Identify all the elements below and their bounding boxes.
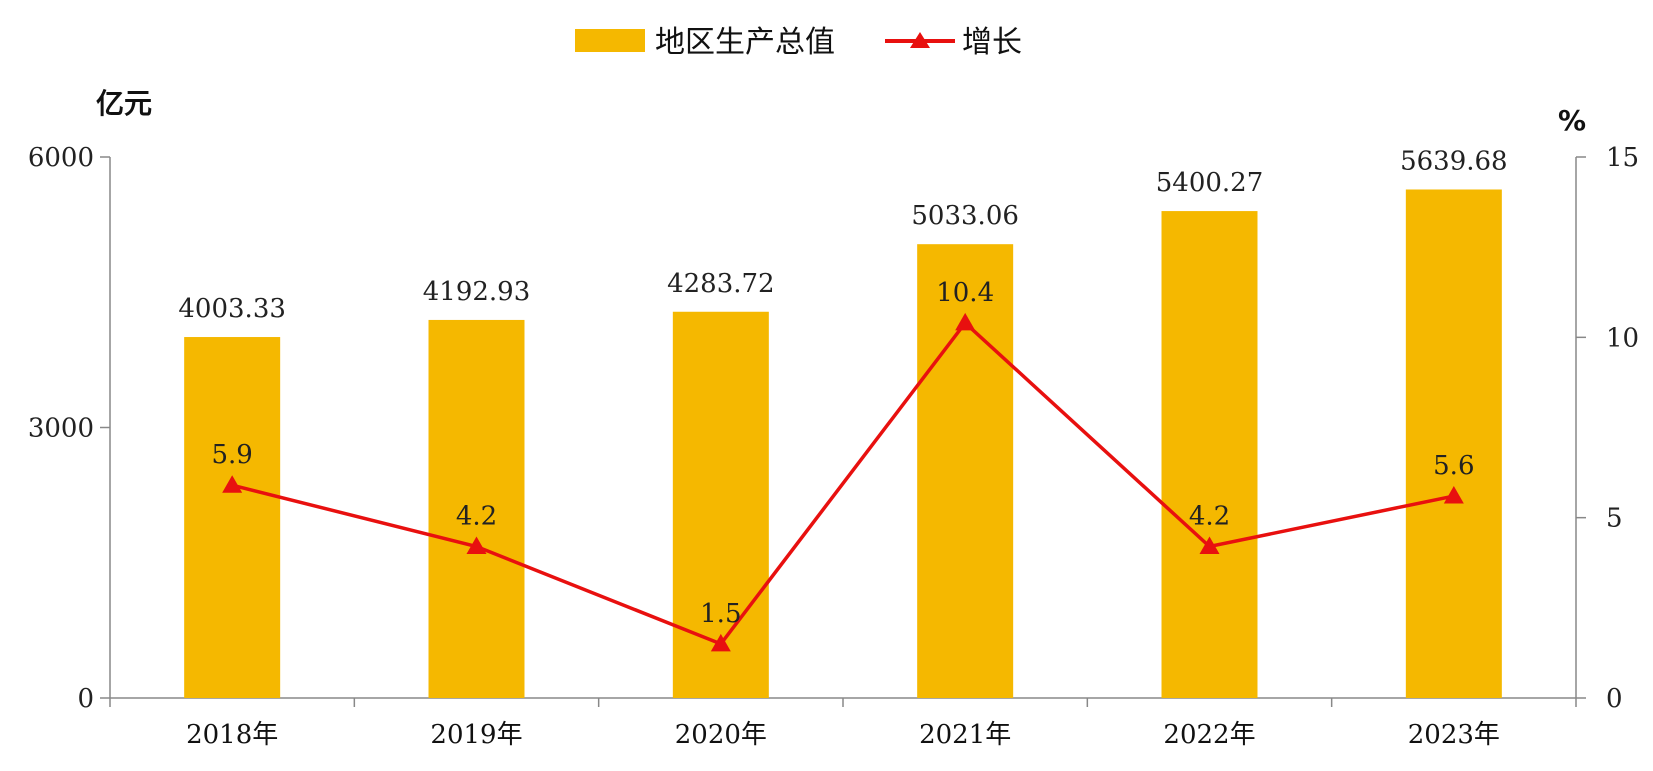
growth-marker	[710, 633, 731, 652]
left-tick-label: 6000	[28, 143, 94, 173]
gdp-value-label: 5033.06	[911, 201, 1019, 231]
gdp-bar	[917, 244, 1014, 698]
growth-marker	[1199, 536, 1220, 555]
categories: 2018年 2019年 2020年 2021年 2022年 2023年	[186, 720, 1500, 750]
legend-bar-label: 地区生产总值	[655, 25, 835, 60]
legend-bar-swatch	[575, 29, 645, 52]
growth-value-label: 5.9	[211, 440, 252, 470]
right-tick-label: 5	[1606, 504, 1623, 534]
category-label: 2021年	[919, 720, 1011, 750]
gdp-value-label: 4192.93	[423, 277, 531, 307]
left-tick-label: 3000	[28, 414, 94, 444]
growth-value-label: 4.2	[1189, 502, 1230, 532]
growth-marker	[466, 536, 487, 555]
category-label: 2022年	[1163, 720, 1255, 750]
growth-marker	[1443, 486, 1464, 504]
growth-marker	[222, 475, 243, 493]
gdp-value-label: 4003.33	[178, 294, 286, 324]
right-tick-label: 0	[1606, 684, 1623, 714]
gdp-value-label: 5400.27	[1156, 168, 1264, 198]
growth-value-label: 5.6	[1433, 451, 1474, 481]
legend: 地区生产总值 增长	[575, 25, 1022, 60]
left-tick-label: 0	[77, 684, 94, 714]
legend-line-label: 增长	[962, 25, 1022, 60]
bar-labels: 4003.33 4192.93 4283.72 5033.06 5400.27 5639.…	[178, 146, 1507, 324]
right-tick-label: 10	[1606, 323, 1639, 353]
gdp-bar	[184, 337, 281, 698]
bars	[184, 189, 1502, 699]
category-label: 2023年	[1408, 720, 1500, 750]
category-label: 2019年	[430, 720, 522, 750]
growth-labels: 5.9 4.2 1.5 10.4 4.2 5.6	[211, 278, 1474, 629]
right-axis-unit: %	[1558, 104, 1586, 137]
gdp-bar	[428, 319, 525, 698]
growth-value-label: 4.2	[456, 502, 497, 532]
growth-value-label: 10.4	[936, 278, 994, 308]
left-axis-unit: 亿元	[96, 87, 152, 120]
x-ticks	[109, 698, 1577, 707]
gdp-bar	[1405, 189, 1502, 699]
right-ticks: 0 5 10 15	[1576, 143, 1639, 714]
growth-line	[231, 320, 1455, 647]
growth-line-group	[222, 312, 1464, 652]
growth-value-label: 1.5	[700, 599, 741, 629]
legend-line-marker	[910, 32, 930, 48]
gdp-value-label: 5639.68	[1400, 146, 1508, 176]
left-ticks: 0 3000 6000	[28, 143, 110, 714]
growth-marker	[955, 312, 976, 331]
gdp-bar	[672, 311, 769, 698]
category-label: 2020年	[675, 720, 767, 750]
gdp-bar	[1161, 211, 1258, 698]
gdp-value-label: 4283.72	[667, 269, 775, 299]
category-label: 2018年	[186, 720, 278, 750]
right-tick-label: 15	[1606, 143, 1639, 173]
